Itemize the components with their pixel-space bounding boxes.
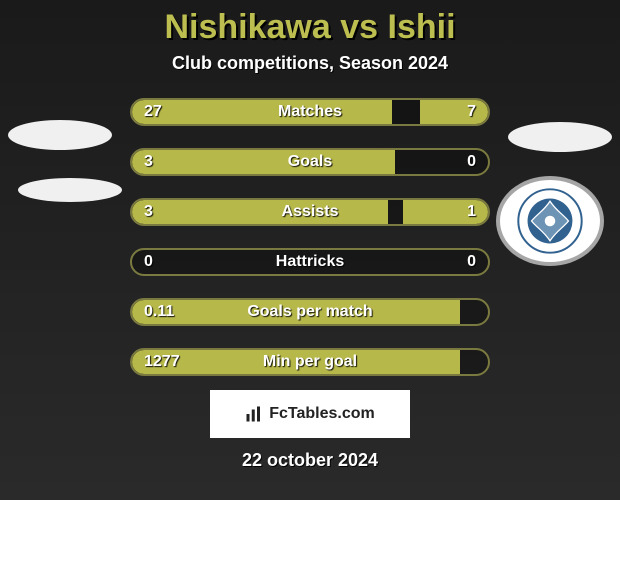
stat-value-left: 1277 (144, 353, 180, 371)
bar-chart-icon (245, 405, 263, 423)
stat-label: Assists (282, 203, 339, 221)
stat-label: Min per goal (263, 353, 357, 371)
stat-row: 0.11 Goals per match (130, 298, 490, 326)
stat-label: Matches (278, 103, 342, 121)
stat-row: 3 0 Goals (130, 148, 490, 176)
stat-row: 27 7 Matches (130, 98, 490, 126)
stat-label: Goals per match (247, 303, 372, 321)
player-b-logo-placeholder-1 (508, 122, 612, 152)
date: 22 october 2024 (242, 450, 378, 471)
bar-left-fill (132, 100, 392, 124)
bar-right-fill (420, 100, 488, 124)
title: Nishikawa vs Ishii (164, 8, 455, 47)
bar-left-fill (132, 200, 388, 224)
stat-value-left: 0.11 (144, 303, 174, 321)
player-a-logo-placeholder-2 (18, 178, 122, 202)
club-crest-icon (517, 188, 583, 254)
stat-value-left: 27 (144, 103, 162, 121)
stat-value-right: 0 (467, 153, 476, 171)
stat-row: 0 0 Hattricks (130, 248, 490, 276)
footer-brand-box: FcTables.com (210, 390, 410, 438)
stat-row: 1277 Min per goal (130, 348, 490, 376)
stat-row: 3 1 Assists (130, 198, 490, 226)
bar-left-fill (132, 150, 395, 174)
stat-value-right: 0 (467, 253, 476, 271)
subtitle: Club competitions, Season 2024 (172, 53, 448, 74)
footer-brand-text: FcTables.com (269, 405, 375, 423)
comparison-card: Nishikawa vs Ishii Club competitions, Se… (0, 0, 620, 500)
stat-value-right: 1 (467, 203, 476, 221)
stat-value-left: 0 (144, 253, 153, 271)
stat-bars: 27 7 Matches 3 0 Goals 3 1 Assists 0 0 Hattricks 0.1… (130, 98, 490, 376)
player-b-club-badge (500, 180, 600, 262)
stat-value-right: 7 (467, 103, 476, 121)
stat-value-left: 3 (144, 203, 153, 221)
stat-label: Goals (288, 153, 332, 171)
stat-value-left: 3 (144, 153, 153, 171)
stat-label: Hattricks (276, 253, 344, 271)
player-a-logo-placeholder-1 (8, 120, 112, 150)
